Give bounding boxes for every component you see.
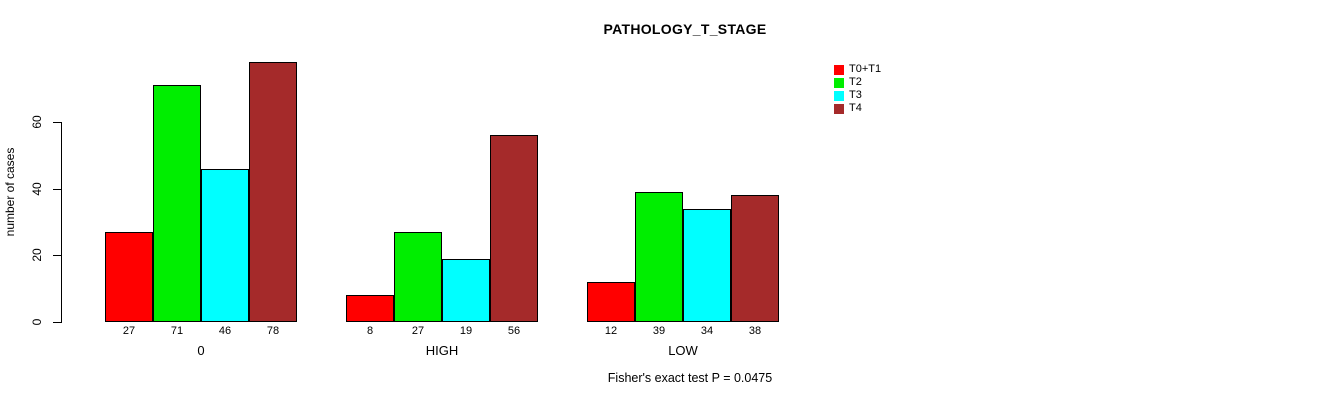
bar-T3-HIGH — [442, 259, 490, 322]
legend-swatch — [834, 103, 844, 114]
bar-value-label: 46 — [218, 325, 232, 337]
bar-T0+T1-HIGH — [346, 295, 394, 322]
footer-note: Fisher's exact test P = 0.0475 — [607, 371, 773, 385]
legend-label: T4 — [849, 102, 862, 114]
legend-swatch — [834, 64, 844, 75]
legend-swatch — [834, 77, 844, 88]
group-label-HIGH: HIGH — [425, 343, 459, 358]
y-tick — [53, 122, 61, 123]
bar-value-label: 56 — [507, 325, 521, 337]
bar-T0+T1-0 — [105, 232, 153, 322]
legend-item: T0+T1 — [834, 63, 881, 76]
bar-value-label: 78 — [266, 325, 280, 337]
y-tick — [53, 188, 61, 190]
bar-T4-LOW — [731, 195, 779, 322]
legend-item: T4 — [834, 102, 881, 115]
bar-value-label: 27 — [122, 325, 136, 337]
bar-T3-LOW — [683, 209, 731, 322]
bar-T0+T1-LOW — [587, 282, 635, 322]
bar-T2-HIGH — [394, 232, 442, 322]
y-axis-line — [61, 122, 62, 323]
y-axis-label: number of cases — [3, 147, 17, 237]
legend-item: T3 — [834, 89, 881, 102]
legend-label: T3 — [849, 89, 862, 101]
bar-value-label: 38 — [748, 325, 762, 337]
bar-value-label: 39 — [652, 325, 666, 337]
legend-swatch — [834, 90, 844, 101]
group-label-LOW: LOW — [668, 343, 698, 358]
y-tick-label: 60 — [30, 115, 44, 129]
y-tick — [53, 322, 61, 323]
chart-title: PATHOLOGY_T_STAGE — [603, 21, 767, 37]
y-tick-label: 40 — [30, 181, 44, 196]
bar-value-label: 34 — [700, 325, 714, 337]
legend: T0+T1 T2 T3 T4 — [834, 63, 881, 115]
bar-T4-0 — [249, 62, 297, 322]
legend-label: T0+T1 — [849, 63, 882, 75]
bar-T2-LOW — [635, 192, 683, 322]
legend-item: T2 — [834, 76, 881, 89]
bar-T4-HIGH — [490, 135, 538, 322]
bar-value-label: 19 — [459, 325, 473, 337]
y-tick-label: 0 — [30, 318, 44, 326]
y-tick — [53, 255, 61, 257]
y-tick-label: 20 — [30, 248, 44, 263]
group-label-0: 0 — [197, 343, 205, 358]
bar-T3-0 — [201, 169, 249, 322]
legend-label: T2 — [849, 76, 862, 88]
bar-T2-0 — [153, 85, 201, 322]
bar-value-label: 8 — [366, 325, 374, 337]
bar-value-label: 71 — [170, 325, 184, 337]
bar-value-label: 12 — [604, 325, 618, 337]
bar-value-label: 27 — [411, 325, 425, 337]
